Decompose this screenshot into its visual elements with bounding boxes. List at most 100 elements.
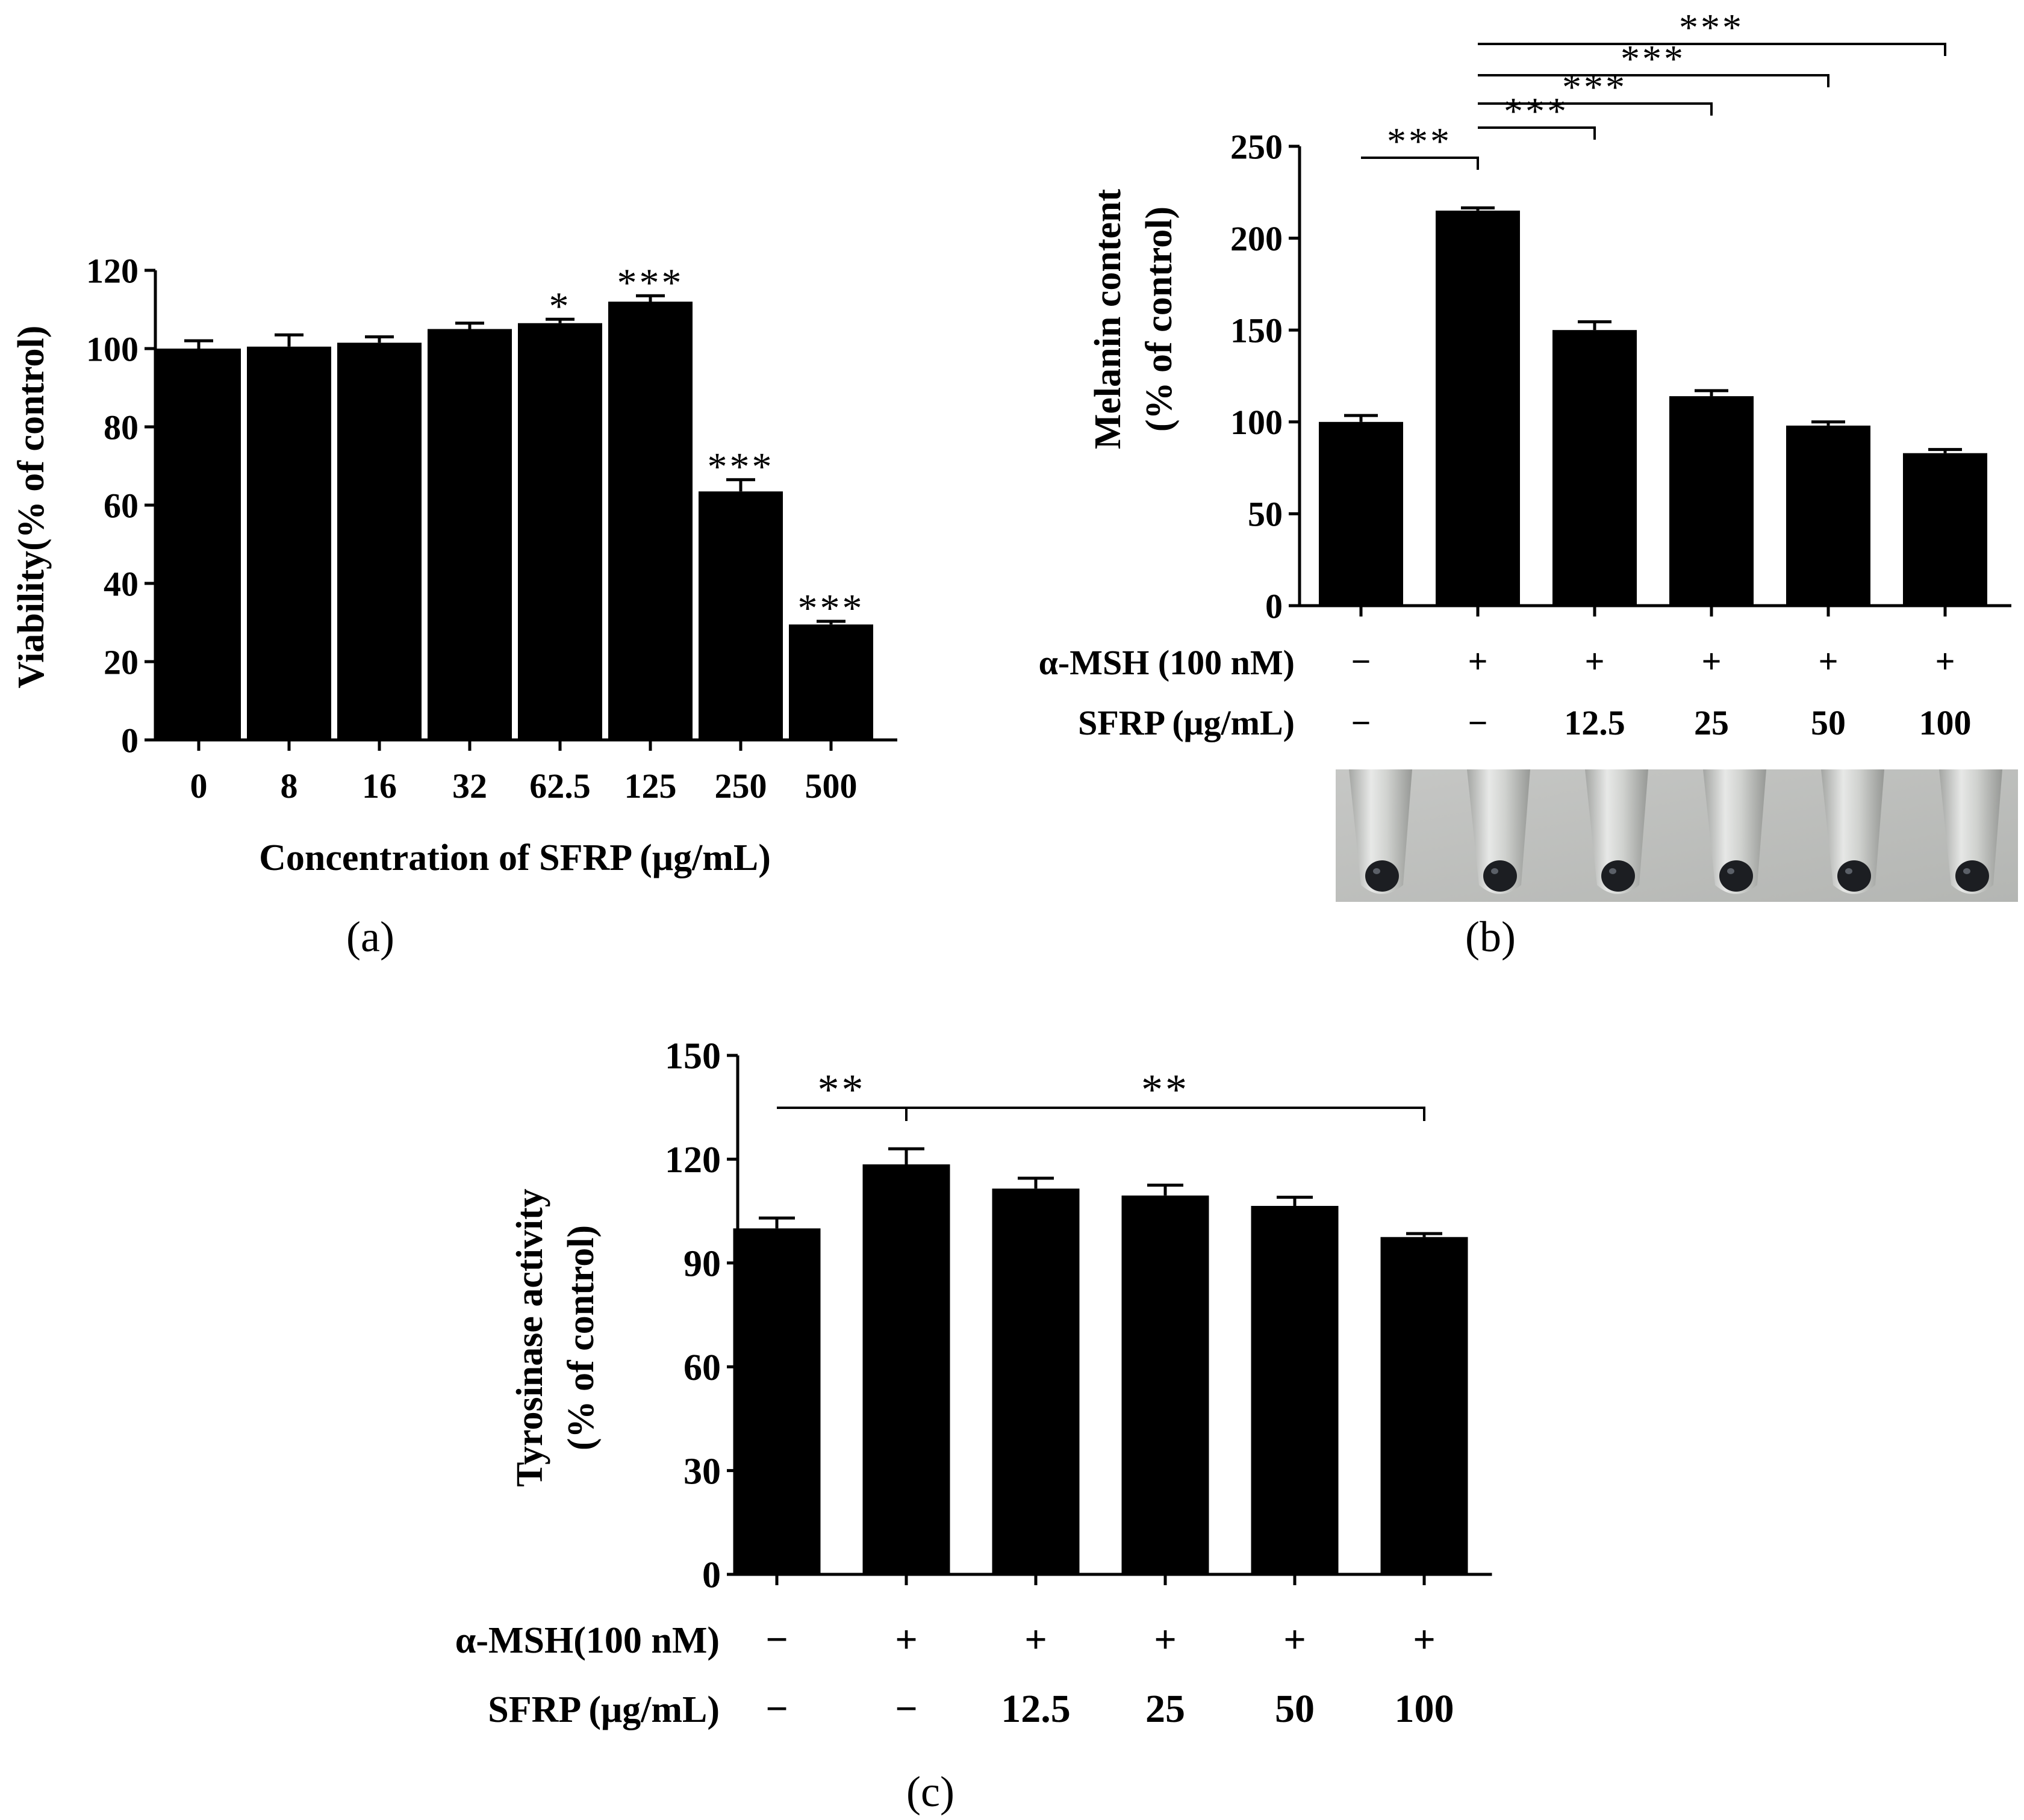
treatment-value: + xyxy=(895,1618,918,1662)
y-tick-label: 150 xyxy=(1230,311,1283,350)
tube-body xyxy=(1703,769,1766,894)
pellet-highlight xyxy=(1727,868,1734,874)
panel-b-row1-label: α-MSH (100 nM) xyxy=(1039,643,1295,682)
tube-body xyxy=(1585,769,1648,894)
bracket-label: *** xyxy=(1562,66,1627,108)
bar xyxy=(1903,453,1987,606)
pellet-highlight xyxy=(1609,868,1616,874)
treatment-value: − xyxy=(765,1618,788,1662)
treatment-value: − xyxy=(1351,703,1371,742)
tube-body xyxy=(1821,769,1884,894)
significance-bracket xyxy=(1478,126,1596,140)
treatment-value: + xyxy=(1818,642,1838,681)
panel-c-ylabel-line2: (% of control) xyxy=(561,1225,602,1450)
x-tick-label: 125 xyxy=(624,766,677,806)
y-tick-label: 60 xyxy=(104,486,139,525)
panel-c-row2-label: SFRP (μg/mL) xyxy=(488,1689,720,1730)
y-tick-label: 0 xyxy=(121,721,139,760)
y-tick-label: 90 xyxy=(683,1244,721,1285)
tube-body xyxy=(1939,769,2002,894)
x-tick-label: 0 xyxy=(190,766,208,806)
treatment-value: + xyxy=(1413,1618,1436,1662)
tube-image xyxy=(1939,769,2002,894)
y-tick-label: 0 xyxy=(702,1555,721,1596)
pellet-highlight xyxy=(1963,868,1970,874)
y-tick-label: 30 xyxy=(683,1451,721,1492)
y-tick-label: 80 xyxy=(104,408,139,447)
y-tick-label: 250 xyxy=(1230,127,1283,166)
x-tick-label: 32 xyxy=(452,766,487,806)
significance-label: *** xyxy=(798,586,865,630)
treatment-value: + xyxy=(1468,642,1487,681)
treatment-value: + xyxy=(1701,642,1721,681)
y-tick-label: 100 xyxy=(86,329,139,368)
panel-b-chart: Melanin content (% of control) α-MSH (10… xyxy=(1039,6,2018,961)
melanin-pellet xyxy=(1837,860,1871,892)
treatment-value: 100 xyxy=(1395,1687,1454,1731)
tube-body xyxy=(1467,769,1530,894)
treatment-value: + xyxy=(1024,1618,1047,1662)
melanin-pellet xyxy=(1955,860,1989,892)
treatment-value: + xyxy=(1935,642,1955,681)
significance-bracket xyxy=(1478,74,1829,87)
bar xyxy=(733,1228,821,1574)
panel-b-row2-label: SFRP (μg/mL) xyxy=(1078,703,1295,742)
treatment-value: + xyxy=(1283,1618,1306,1662)
panel-a-caption: (a) xyxy=(346,913,394,961)
bar xyxy=(1319,421,1403,606)
bar xyxy=(247,346,331,740)
x-tick-label: 8 xyxy=(281,766,298,806)
treatment-value: 25 xyxy=(1694,703,1729,742)
tube-image xyxy=(1467,769,1530,894)
panel-a-ylabel: Viability(% of control) xyxy=(11,326,52,689)
bar xyxy=(1786,425,1870,606)
x-tick-label: 16 xyxy=(362,766,397,806)
bar xyxy=(1552,330,1637,606)
y-tick-label: 60 xyxy=(683,1347,721,1388)
tube-image xyxy=(1349,769,1412,894)
panel-a-chart: Concentration of SFRP (μg/mL) Viability(… xyxy=(11,251,897,961)
pellet-highlight xyxy=(1491,868,1498,874)
significance-label: * xyxy=(549,284,571,328)
y-tick-label: 200 xyxy=(1230,219,1283,258)
treatment-value: 12.5 xyxy=(1564,703,1625,742)
bar xyxy=(1251,1205,1339,1574)
tube-body xyxy=(1349,769,1412,894)
y-tick-label: 40 xyxy=(104,564,139,603)
bar xyxy=(992,1188,1080,1574)
treatment-value: 100 xyxy=(1919,703,1972,742)
y-tick-label: 120 xyxy=(665,1140,721,1181)
significance-bracket xyxy=(1478,102,1713,116)
treatment-value: + xyxy=(1154,1618,1177,1662)
melanin-pellet xyxy=(1483,860,1517,892)
bar xyxy=(1669,396,1754,606)
significance-bracket xyxy=(906,1107,1425,1121)
bracket-label: ** xyxy=(818,1066,866,1114)
x-tick-label: 62.5 xyxy=(529,766,591,806)
bar xyxy=(862,1164,950,1574)
panel-a-xlabel: Concentration of SFRP (μg/mL) xyxy=(259,837,771,878)
bar xyxy=(789,624,873,740)
melanin-pellet xyxy=(1365,860,1399,892)
y-tick-label: 120 xyxy=(86,251,139,290)
panel-b-caption: (b) xyxy=(1465,913,1516,961)
significance-label: *** xyxy=(617,261,684,305)
tube-image xyxy=(1703,769,1766,894)
bar xyxy=(1380,1237,1468,1574)
panel-b-ylabel-line1: Melanin content xyxy=(1088,189,1129,450)
melanin-pellet-photo xyxy=(1336,769,2018,902)
y-tick-label: 100 xyxy=(1230,403,1283,442)
bracket-label: ** xyxy=(1141,1066,1189,1114)
bar xyxy=(1436,210,1520,606)
treatment-value: − xyxy=(895,1687,918,1731)
y-tick-label: 50 xyxy=(1248,495,1283,534)
y-tick-label: 0 xyxy=(1265,586,1283,626)
bar xyxy=(1121,1195,1209,1574)
y-tick-label: 150 xyxy=(665,1036,721,1077)
bar xyxy=(337,343,422,740)
bar xyxy=(428,329,512,740)
bracket-label: *** xyxy=(1679,6,1744,49)
melanin-pellet xyxy=(1601,860,1635,892)
significance-label: *** xyxy=(708,445,774,489)
